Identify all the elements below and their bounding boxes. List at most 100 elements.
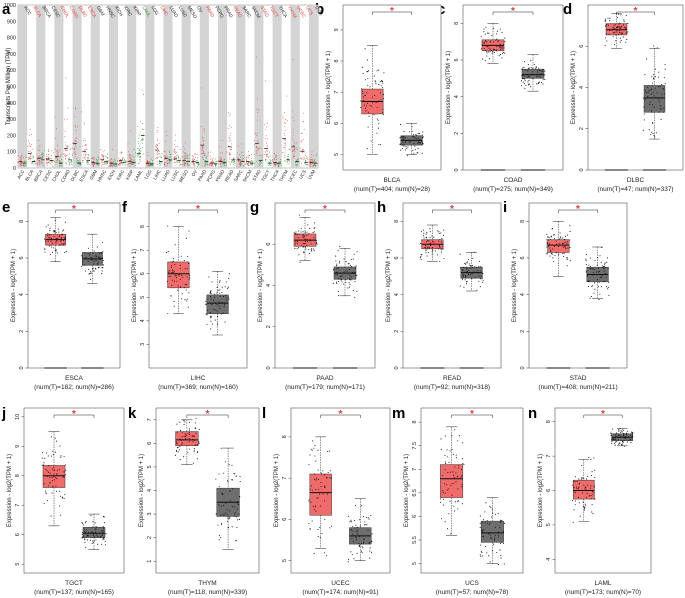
- panel-l-dot-normal: [364, 521, 366, 523]
- panel-i-dot-tumor: [550, 235, 553, 237]
- panel-a-dot-tumor: [221, 139, 223, 141]
- panel-a-dot-tumor: [65, 77, 67, 79]
- panel-m-dot-normal: [484, 511, 486, 513]
- panel-i-dot-tumor: [567, 257, 569, 259]
- panel-a-dot-tumor: [86, 144, 87, 146]
- panel-a-cancer-label: SARC: [241, 5, 252, 19]
- panel-j-dot-normal: [91, 542, 93, 544]
- panel-m-box-normal: [480, 520, 504, 543]
- panel-e-dot-tumor: [51, 242, 53, 244]
- panel-a-dot-tumor: [174, 157, 176, 159]
- panel-i-dot-normal: [585, 258, 587, 260]
- panel-j-dot-tumor: [45, 452, 48, 454]
- panel-b-dot-tumor: [367, 71, 369, 73]
- panel-b-dot-tumor: [382, 98, 384, 100]
- panel-n-dot-tumor: [593, 492, 595, 494]
- panel-n-ytick-label: 5: [546, 523, 552, 526]
- panel-e-dot-tumor: [49, 237, 51, 239]
- panel-g-dot-tumor: [306, 231, 308, 233]
- panel-l-dot-tumor: [329, 476, 331, 478]
- panel-i-dot-normal: [587, 267, 589, 269]
- panel-a-dot-normal: [206, 164, 208, 165]
- panel-a-dot-tumor: [121, 159, 123, 161]
- panel-a-dot-normal: [149, 165, 151, 167]
- panel-k-dot-normal: [235, 516, 237, 518]
- panel-a-cancer-label: DLBC: [78, 5, 89, 19]
- panel-b-dot-tumor: [382, 82, 384, 84]
- panel-f-dot-normal: [212, 323, 214, 325]
- panel-a-dot-tumor: [81, 145, 83, 147]
- panel-a-dot-tumor: [174, 159, 175, 161]
- panel-i-dot-tumor: [562, 237, 564, 239]
- panel-a-dot-normal: [170, 153, 172, 155]
- panel-a-dot-normal: [41, 162, 43, 163]
- panel-a-dot-tumor: [194, 165, 196, 167]
- panel-a-dot-tumor: [247, 155, 249, 157]
- panel-a-dot-tumor: [219, 156, 221, 158]
- panel-b-dot-tumor: [366, 92, 368, 94]
- panel-g-dot-normal: [337, 267, 340, 269]
- panel-a-dot-normal: [204, 165, 206, 167]
- panel-j-dot-normal: [102, 531, 104, 533]
- panel-l-dot-normal: [359, 519, 361, 521]
- panel-m-box-tumor: [440, 464, 464, 498]
- panel-l-cancer-label: UCEC: [331, 580, 350, 587]
- panel-a-dot-tumor: [302, 138, 304, 140]
- panel-g-dot-normal: [354, 296, 356, 298]
- panel-l-box-tumor: [309, 473, 332, 516]
- panel-l-dot-tumor: [315, 510, 317, 512]
- panel-a-dot-tumor: [202, 157, 204, 159]
- panel-k-dot-normal: [223, 472, 225, 474]
- panel-a-dot-tumor: [276, 154, 277, 156]
- panel-j-dot-normal: [84, 538, 86, 540]
- panel-h-dot-tumor: [427, 251, 430, 254]
- panel-a-dot-tumor: [266, 138, 268, 140]
- panel-i-cancer-label: STAD: [570, 375, 587, 382]
- panel-c-dot-tumor: [485, 26, 487, 28]
- panel-i-dot-normal: [607, 267, 609, 269]
- panel-a-dot-tumor: [66, 145, 68, 147]
- panel-i-dot-normal: [599, 293, 601, 295]
- panel-d-dot-tumor: [622, 36, 624, 38]
- panel-e-dot-tumor: [56, 252, 58, 254]
- panel-m-dot-normal: [479, 554, 481, 556]
- panel-d-dot-normal: [658, 86, 660, 88]
- panel-n-dot-tumor: [583, 508, 586, 510]
- panel-a-dot-tumor: [20, 164, 22, 166]
- panel-m-dot-normal: [500, 557, 502, 559]
- panel-a-dot-normal: [266, 162, 268, 164]
- panel-l-frame: [290, 407, 391, 574]
- panel-m-dot-normal: [493, 537, 495, 539]
- panel-a-dot-tumor: [176, 161, 178, 163]
- panel-a-dot-tumor: [31, 133, 32, 135]
- panel-i-dot-tumor: [546, 243, 548, 245]
- panel-g-dot-tumor: [311, 248, 313, 250]
- panel-c-dot-normal: [528, 67, 530, 69]
- panel-a-dot-normal: [42, 163, 44, 165]
- panel-d-dot-normal: [643, 119, 645, 121]
- panel-b-dot-tumor: [378, 84, 380, 86]
- panel-f-dot-normal: [206, 298, 208, 300]
- panel-n-dot-tumor: [590, 498, 592, 500]
- panel-j-dot-normal: [103, 538, 105, 540]
- panel-a-dot-normal: [143, 139, 144, 141]
- panel-i-dot-tumor: [553, 237, 555, 240]
- panel-g-dot-tumor: [308, 249, 310, 251]
- panel-h-dot-tumor: [431, 246, 433, 249]
- panel-h-dot-tumor: [438, 232, 440, 234]
- panel-d-dot-normal: [653, 74, 655, 76]
- panel-a-dot-tumor: [203, 140, 205, 141]
- panel-n-dot-tumor: [579, 515, 581, 517]
- panel-d-dot-tumor: [625, 41, 627, 43]
- panel-b-dot-normal: [417, 147, 419, 149]
- panel-a-dot-tumor: [67, 107, 69, 109]
- panel-k-dot-tumor: [193, 449, 195, 451]
- panel-e-dot-tumor: [63, 243, 65, 245]
- panel-a-dot-tumor: [101, 154, 102, 156]
- panel-d-dot-tumor: [626, 27, 628, 29]
- panel-l-dot-normal: [358, 544, 360, 546]
- panel-l-dot-tumor: [324, 485, 326, 487]
- panel-a-dot-normal: [178, 161, 180, 163]
- panel-b-dot-normal: [412, 149, 414, 151]
